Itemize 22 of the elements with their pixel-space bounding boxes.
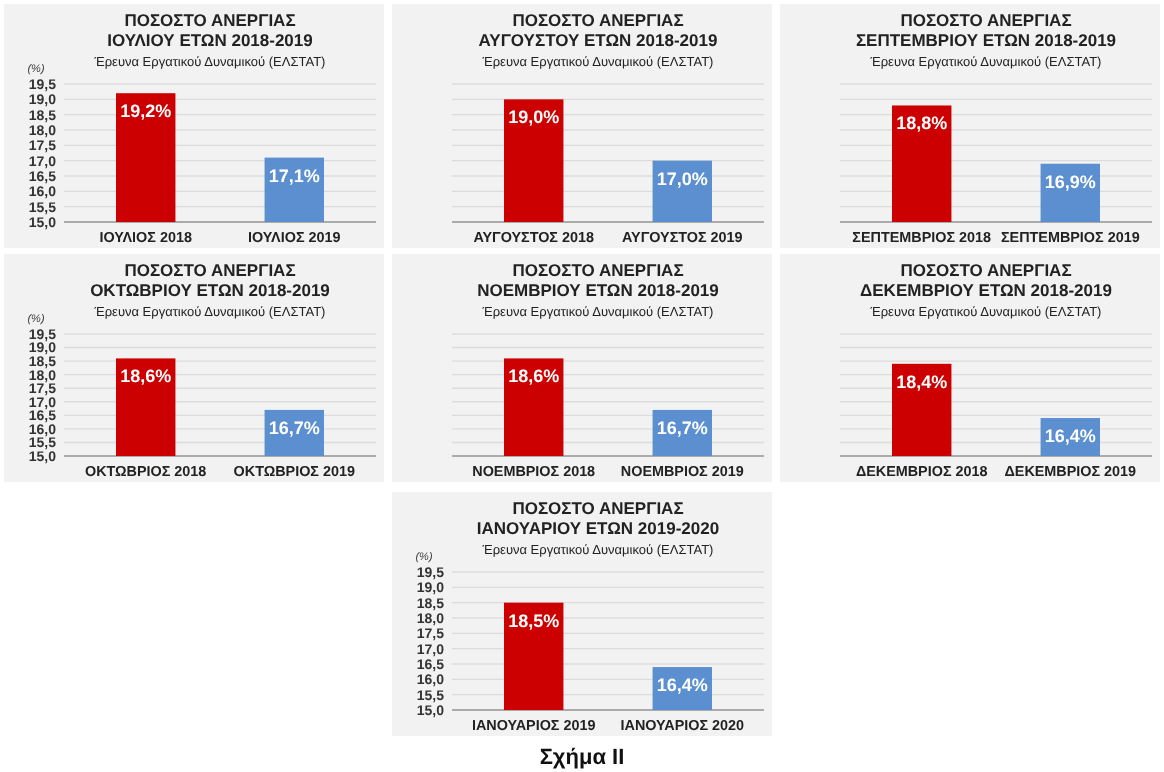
chart-title: ΠΟΣΟΣΤΟ ΑΝΕΡΓΙΑΣ ΣΕΠΤΕΜΒΡΙΟΥ ΕΤΩΝ 2018-2019 <box>855 10 1117 50</box>
data-label: 16,7% <box>268 417 320 438</box>
data-label: 19,2% <box>120 101 172 122</box>
chart-title: ΠΟΣΟΣΤΟ ΑΝΕΡΓΙΑΣ ΑΥΓΟΥΣΤΟΥ ΕΤΩΝ 2018-2019 <box>478 10 718 50</box>
chart-title: ΠΟΣΟΣΤΟ ΑΝΕΡΓΙΑΣ ΔΕΚΕΜΒΡΙΟΥ ΕΤΩΝ 2018-2019 <box>860 260 1113 300</box>
data-label: 16,4% <box>656 675 708 696</box>
data-label: 16,9% <box>1044 171 1096 192</box>
data-label: 18,6% <box>508 366 560 387</box>
data-label: 17,1% <box>268 165 320 186</box>
data-label: 16,4% <box>1044 426 1096 447</box>
chart-title: ΠΟΣΟΣΤΟ ΑΝΕΡΓΙΑΣ ΝΟΕΜΒΡΙΟΥ ΕΤΩΝ 2018-2019 <box>477 260 720 300</box>
chart-title: ΠΟΣΟΣΤΟ ΑΝΕΡΓΙΑΣ ΙΑΝΟΥΑΡΙΟΥ ΕΤΩΝ 2019-2020 <box>476 498 720 538</box>
text: Σχήμα II <box>539 746 625 770</box>
data-label: 18,4% <box>896 371 948 392</box>
data-label: 18,6% <box>120 366 172 387</box>
chart-title: ΠΟΣΟΣΤΟ ΑΝΕΡΓΙΑΣ ΙΟΥΛΙΟΥ ΕΤΩΝ 2018-2019 <box>107 10 314 50</box>
data-label: 18,5% <box>508 610 560 631</box>
data-label: 18,8% <box>896 113 948 134</box>
chart-title: ΠΟΣΟΣΤΟ ΑΝΕΡΓΙΑΣ ΟΚΤΩΒΡΙΟΥ ΕΤΩΝ 2018-2019 <box>90 260 331 300</box>
data-label: 19,0% <box>508 107 560 128</box>
data-label: 16,7% <box>656 417 708 438</box>
data-label: 17,0% <box>656 168 708 189</box>
